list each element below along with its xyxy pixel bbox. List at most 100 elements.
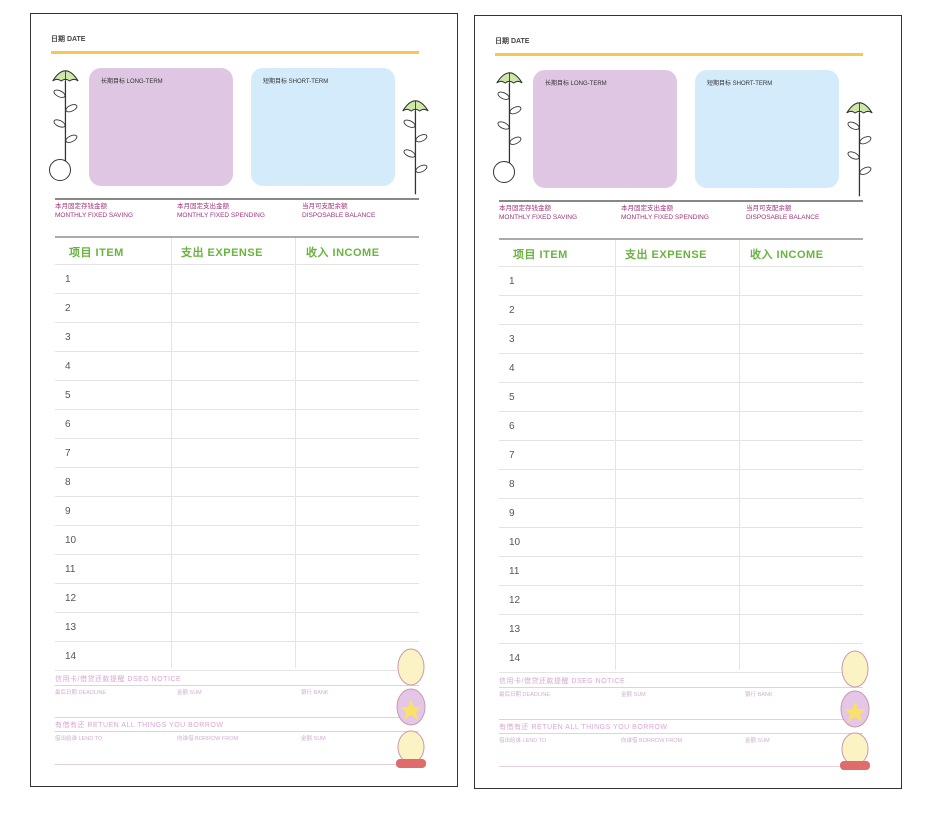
column-header: 支出 EXPENSE	[625, 249, 708, 261]
short-term-label: 短期目标 SHORT-TERM	[263, 79, 329, 85]
row-number: 11	[65, 564, 76, 575]
row-number: 7	[65, 448, 71, 459]
table-row[interactable]: 13	[55, 613, 419, 642]
column-divider	[615, 240, 616, 670]
summary-label-cn: 当月可支配余额	[302, 203, 348, 210]
notice-field[interactable]: 金额 SUM	[621, 692, 646, 698]
borrow-field[interactable]: 借出给谁 LEND TO	[499, 738, 547, 744]
borrow-field[interactable]: 金额 SUM	[301, 736, 326, 742]
notice-title: 信用卡/借贷还款提醒 DSEG NOTICE	[499, 678, 626, 685]
divider	[499, 200, 863, 202]
borrow-title: 有借有还 RETUEN ALL THINGS YOU BORROW	[499, 724, 668, 731]
long-term-goal-box[interactable]: 长期目标 LONG-TERM	[89, 68, 233, 186]
table-row[interactable]: 6	[55, 410, 419, 439]
row-number: 13	[65, 622, 77, 633]
table-row[interactable]: 9	[55, 497, 419, 526]
borrow-field[interactable]: 金额 SUM	[745, 738, 770, 744]
row-number: 6	[509, 421, 515, 432]
borrow-field[interactable]: 向谁借 BORROW FROM	[177, 736, 239, 742]
long-term-goal-box[interactable]: 长期目标 LONG-TERM	[533, 70, 677, 188]
column-header: 收入 INCOME	[306, 247, 380, 259]
summary-field[interactable]: 本月固定存钱金额 MONTHLY FIXED SAVING	[55, 202, 133, 220]
table-row[interactable]: 5	[499, 383, 863, 412]
table-row[interactable]: 8	[499, 470, 863, 499]
long-term-label: 长期目标 LONG-TERM	[545, 81, 607, 87]
summary-label-en: MONTHLY FIXED SPENDING	[621, 214, 709, 221]
row-number: 11	[509, 566, 520, 577]
table-row[interactable]: 2	[499, 296, 863, 325]
borrow-field[interactable]: 向谁借 BORROW FROM	[621, 738, 683, 744]
table-row[interactable]: 12	[499, 586, 863, 615]
summary-field[interactable]: 当月可支配余额 DISPOSABLE BALANCE	[302, 202, 375, 220]
date-label: 日期 DATE	[51, 36, 86, 43]
table-row[interactable]: 4	[499, 354, 863, 383]
row-number: 2	[509, 305, 515, 316]
column-header: 支出 EXPENSE	[181, 247, 264, 259]
divider	[55, 717, 419, 718]
column-header: 收入 INCOME	[750, 249, 824, 261]
divider	[55, 685, 419, 686]
table-row[interactable]: 10	[499, 528, 863, 557]
summary-field[interactable]: 当月可支配余额 DISPOSABLE BALANCE	[746, 204, 819, 222]
short-term-label: 短期目标 SHORT-TERM	[707, 81, 773, 87]
divider	[55, 731, 419, 732]
table-row[interactable]: 13	[499, 615, 863, 644]
notice-title: 信用卡/借贷还款提醒 DSEG NOTICE	[55, 676, 182, 683]
divider	[499, 766, 863, 767]
table-row[interactable]: 12	[55, 584, 419, 613]
divider	[499, 733, 863, 734]
summary-label-cn: 本月固定存钱金额	[499, 205, 551, 212]
column-divider	[295, 238, 296, 668]
table-row[interactable]: 4	[55, 352, 419, 381]
summary-field[interactable]: 本月固定存钱金额 MONTHLY FIXED SAVING	[499, 204, 577, 222]
row-number: 1	[509, 276, 515, 287]
row-number: 2	[65, 303, 71, 314]
short-term-goal-box[interactable]: 短期目标 SHORT-TERM	[695, 70, 839, 188]
row-number: 4	[509, 363, 515, 374]
accent-divider	[51, 51, 419, 54]
row-number: 13	[509, 624, 521, 635]
summary-field[interactable]: 本月固定支出金额 MONTHLY FIXED SPENDING	[621, 204, 709, 222]
short-term-goal-box[interactable]: 短期目标 SHORT-TERM	[251, 68, 395, 186]
table-row[interactable]: 1	[499, 267, 863, 296]
table-row[interactable]: 10	[55, 526, 419, 555]
borrow-title: 有借有还 RETUEN ALL THINGS YOU BORROW	[55, 722, 224, 729]
bunny-stack-illustration	[396, 648, 426, 768]
row-number: 9	[65, 506, 71, 517]
table-row[interactable]: 14	[55, 642, 419, 671]
table-row[interactable]: 7	[55, 439, 419, 468]
row-number: 10	[65, 535, 77, 546]
divider	[55, 764, 419, 765]
table-row[interactable]: 11	[499, 557, 863, 586]
notice-field[interactable]: 银行 BANK	[745, 692, 773, 698]
summary-label-en: MONTHLY FIXED SAVING	[499, 214, 578, 221]
notice-field[interactable]: 最后日期 DEADLINE	[55, 690, 107, 696]
row-number: 6	[65, 419, 71, 430]
notice-field[interactable]: 银行 BANK	[301, 690, 329, 696]
table-row[interactable]: 1	[55, 265, 419, 294]
table-row[interactable]: 7	[499, 441, 863, 470]
column-header: 项目 ITEM	[69, 247, 124, 259]
table-top-line	[55, 236, 419, 238]
row-number: 14	[65, 651, 77, 662]
row-number: 9	[509, 508, 515, 519]
summary-label-cn: 当月可支配余额	[746, 205, 792, 212]
row-number: 8	[509, 479, 515, 490]
table-row[interactable]: 6	[499, 412, 863, 441]
table-row[interactable]: 11	[55, 555, 419, 584]
summary-label-en: DISPOSABLE BALANCE	[746, 214, 820, 221]
table-row[interactable]: 8	[55, 468, 419, 497]
table-row[interactable]: 3	[499, 325, 863, 354]
notice-field[interactable]: 金额 SUM	[177, 690, 202, 696]
table-row[interactable]: 2	[55, 294, 419, 323]
row-number: 3	[509, 334, 515, 345]
summary-field[interactable]: 本月固定支出金额 MONTHLY FIXED SPENDING	[177, 202, 265, 220]
summary-label-cn: 本月固定支出金额	[177, 203, 229, 210]
table-row[interactable]: 3	[55, 323, 419, 352]
table-row[interactable]: 14	[499, 644, 863, 673]
column-divider	[739, 240, 740, 670]
notice-field[interactable]: 最后日期 DEADLINE	[499, 692, 551, 698]
borrow-field[interactable]: 借出给谁 LEND TO	[55, 736, 103, 742]
table-row[interactable]: 5	[55, 381, 419, 410]
table-row[interactable]: 9	[499, 499, 863, 528]
